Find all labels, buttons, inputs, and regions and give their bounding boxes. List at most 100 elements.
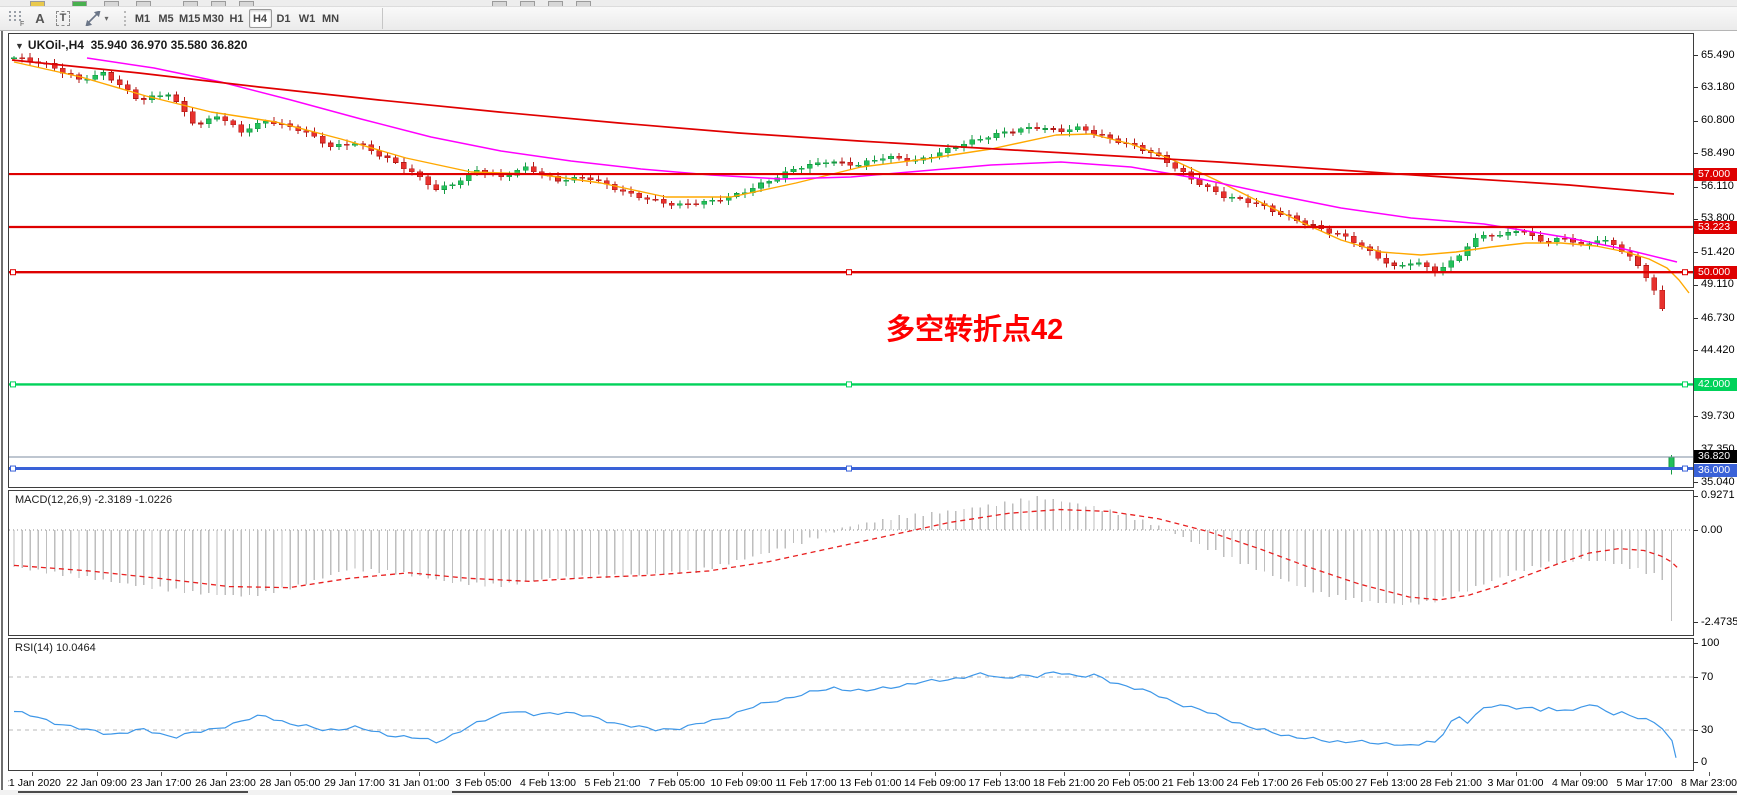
price-tick-mark <box>1694 153 1698 155</box>
price-tick-label: 49.110 <box>1701 278 1734 291</box>
toolbar-chip <box>576 1 591 6</box>
time-tick-mark <box>290 772 291 776</box>
chart-annotation[interactable]: 多空转折点42 <box>886 314 1064 346</box>
toolbar-chip <box>520 1 535 6</box>
time-tick-mark <box>354 772 356 776</box>
window-left-edge <box>1 31 3 795</box>
time-tick-mark <box>1644 772 1646 776</box>
hline-handle[interactable] <box>846 465 852 472</box>
timeframe-button-M5[interactable]: M5 <box>158 13 174 25</box>
time-tick-mark <box>419 772 420 776</box>
rsi-pane[interactable]: RSI(14) 10.0464 <box>8 638 1694 771</box>
rsi-tick-label: 70 <box>1701 670 1714 683</box>
text-label-tool[interactable]: A <box>30 9 50 28</box>
rsi-label: RSI(14) 10.0464 <box>15 642 96 654</box>
timeframe-button-M1[interactable]: M1 <box>134 13 151 25</box>
time-axis-label: 21 Jan 2020 <box>8 777 61 789</box>
price-tick-mark <box>1694 284 1698 286</box>
time-axis-label: 24 Feb 17:00 <box>1226 777 1289 789</box>
time-axis-label: 14 Feb 09:00 <box>904 777 966 789</box>
chart-area: ▼ UKOil-,H4 35.940 36.970 35.580 36.820 多… <box>0 31 1737 795</box>
time-tick-mark <box>1451 772 1452 776</box>
hline-handle[interactable] <box>846 269 852 276</box>
price-tick-mark <box>1694 482 1698 483</box>
time-axis-label: 28 Feb 21:00 <box>1420 777 1482 789</box>
grid-icon[interactable]: F <box>6 9 28 28</box>
price-tick-label: 56.110 <box>1701 180 1734 193</box>
price-level-badge-42.000: 42.000 <box>1694 377 1737 391</box>
time-tick-mark <box>483 772 485 776</box>
time-axis-label: 29 Jan 17:00 <box>324 777 385 789</box>
time-axis-label: 31 Jan 01:00 <box>388 777 450 789</box>
timeframe-button-M30[interactable]: M30 <box>202 13 224 25</box>
time-axis[interactable]: 21 Jan 2020 22 Jan 09:00 23 Jan 17:00 26 Ja… <box>8 772 1737 791</box>
toolbar-chip <box>104 1 119 6</box>
hline-handle[interactable] <box>10 269 16 276</box>
time-tick-mark <box>1322 772 1323 776</box>
time-tick-mark <box>870 772 872 776</box>
time-tick-mark <box>161 772 162 776</box>
time-tick-mark <box>999 772 1001 776</box>
time-axis-label: 3 Mar 01:00 <box>1487 777 1544 789</box>
time-tick-mark <box>1064 772 1065 776</box>
main-chart-pane[interactable]: ▼ UKOil-,H4 35.940 36.970 35.580 36.820 多… <box>8 33 1694 488</box>
hline-handle[interactable] <box>846 381 852 388</box>
time-tick-mark <box>1709 772 1710 776</box>
toolbar-separator <box>124 11 126 26</box>
candles <box>11 53 1675 475</box>
price-tick-label: 46.730 <box>1701 311 1735 324</box>
timeframe-button-M15[interactable]: M15 <box>179 13 201 25</box>
hline-handle[interactable] <box>10 381 16 388</box>
timeframe-button-H4[interactable]: H4 <box>248 9 272 28</box>
macd-pane[interactable]: MACD(12,26,9) -2.3189 -1.0226 <box>8 490 1694 636</box>
timeframe-button-D1[interactable]: D1 <box>276 13 291 25</box>
time-axis-label: 4 Feb 13:00 <box>519 777 577 789</box>
price-level-badge-53.223: 53.223 <box>1694 220 1737 234</box>
time-axis-label: 17 Feb 13:00 <box>968 777 1031 789</box>
time-axis-label: 10 Feb 09:00 <box>710 777 773 789</box>
time-tick-mark <box>741 772 743 776</box>
toolbar-chip <box>30 1 45 6</box>
price-tick-label: 60.800 <box>1701 114 1735 127</box>
time-axis-label: 7 Feb 05:00 <box>648 777 706 789</box>
toolbar-chip <box>211 1 226 6</box>
cursor-arrows-tool[interactable]: ▾ <box>80 9 114 28</box>
price-level-badge-36.000: 36.000 <box>1694 464 1737 478</box>
letter-a-icon: A <box>35 11 45 26</box>
macd-tick-mark <box>1694 495 1698 497</box>
ma-fast-line <box>13 61 1690 294</box>
rsi-tick-label: 0 <box>1701 755 1708 768</box>
text-box-tool[interactable]: T <box>52 9 74 28</box>
hline-handle[interactable] <box>1682 465 1688 472</box>
timeframe-button-H1[interactable]: H1 <box>229 13 244 25</box>
timeframe-button-MN[interactable]: MN <box>321 13 340 25</box>
time-tick-mark <box>32 772 33 776</box>
price-tick-label: 63.180 <box>1701 80 1735 93</box>
time-axis-label: 5 Feb 21:00 <box>584 777 641 789</box>
price-tick-label: 58.490 <box>1701 146 1735 159</box>
price-scale[interactable]: 65.490 63.180 60.800 58.490 56.110 53.800 51.4… <box>1694 31 1737 795</box>
time-tick-mark <box>1386 772 1388 776</box>
rsi-tick-mark <box>1694 643 1698 644</box>
time-tick-mark <box>548 772 549 776</box>
time-tick-mark <box>677 772 678 776</box>
chart-title: ▼ UKOil-,H4 35.940 36.970 35.580 36.820 <box>15 38 247 52</box>
price-tick-mark <box>1694 218 1698 220</box>
time-axis-label: 5 Mar 17:00 <box>1616 777 1673 789</box>
chevron-down-icon: ▼ <box>15 41 24 51</box>
time-axis-label: 3 Feb 05:00 <box>455 777 512 789</box>
toolbar-chip <box>239 1 254 6</box>
hline-handle[interactable] <box>1682 269 1688 276</box>
bottom-edge <box>0 790 1737 795</box>
macd-label: MACD(12,26,9) -2.3189 -1.0226 <box>15 494 173 506</box>
price-tick-mark <box>1694 55 1698 56</box>
arrows-icon <box>86 11 101 26</box>
hline-handle[interactable] <box>1682 381 1688 388</box>
time-tick-mark <box>225 772 227 776</box>
price-tick-mark <box>1694 87 1698 89</box>
time-axis-label: 26 Feb 05:00 <box>1291 777 1353 789</box>
hline-handle[interactable] <box>10 465 16 472</box>
time-tick-mark <box>1257 772 1259 776</box>
timeframe-button-W1[interactable]: W1 <box>298 13 316 25</box>
price-tick-label: 35.040 <box>1701 475 1735 488</box>
